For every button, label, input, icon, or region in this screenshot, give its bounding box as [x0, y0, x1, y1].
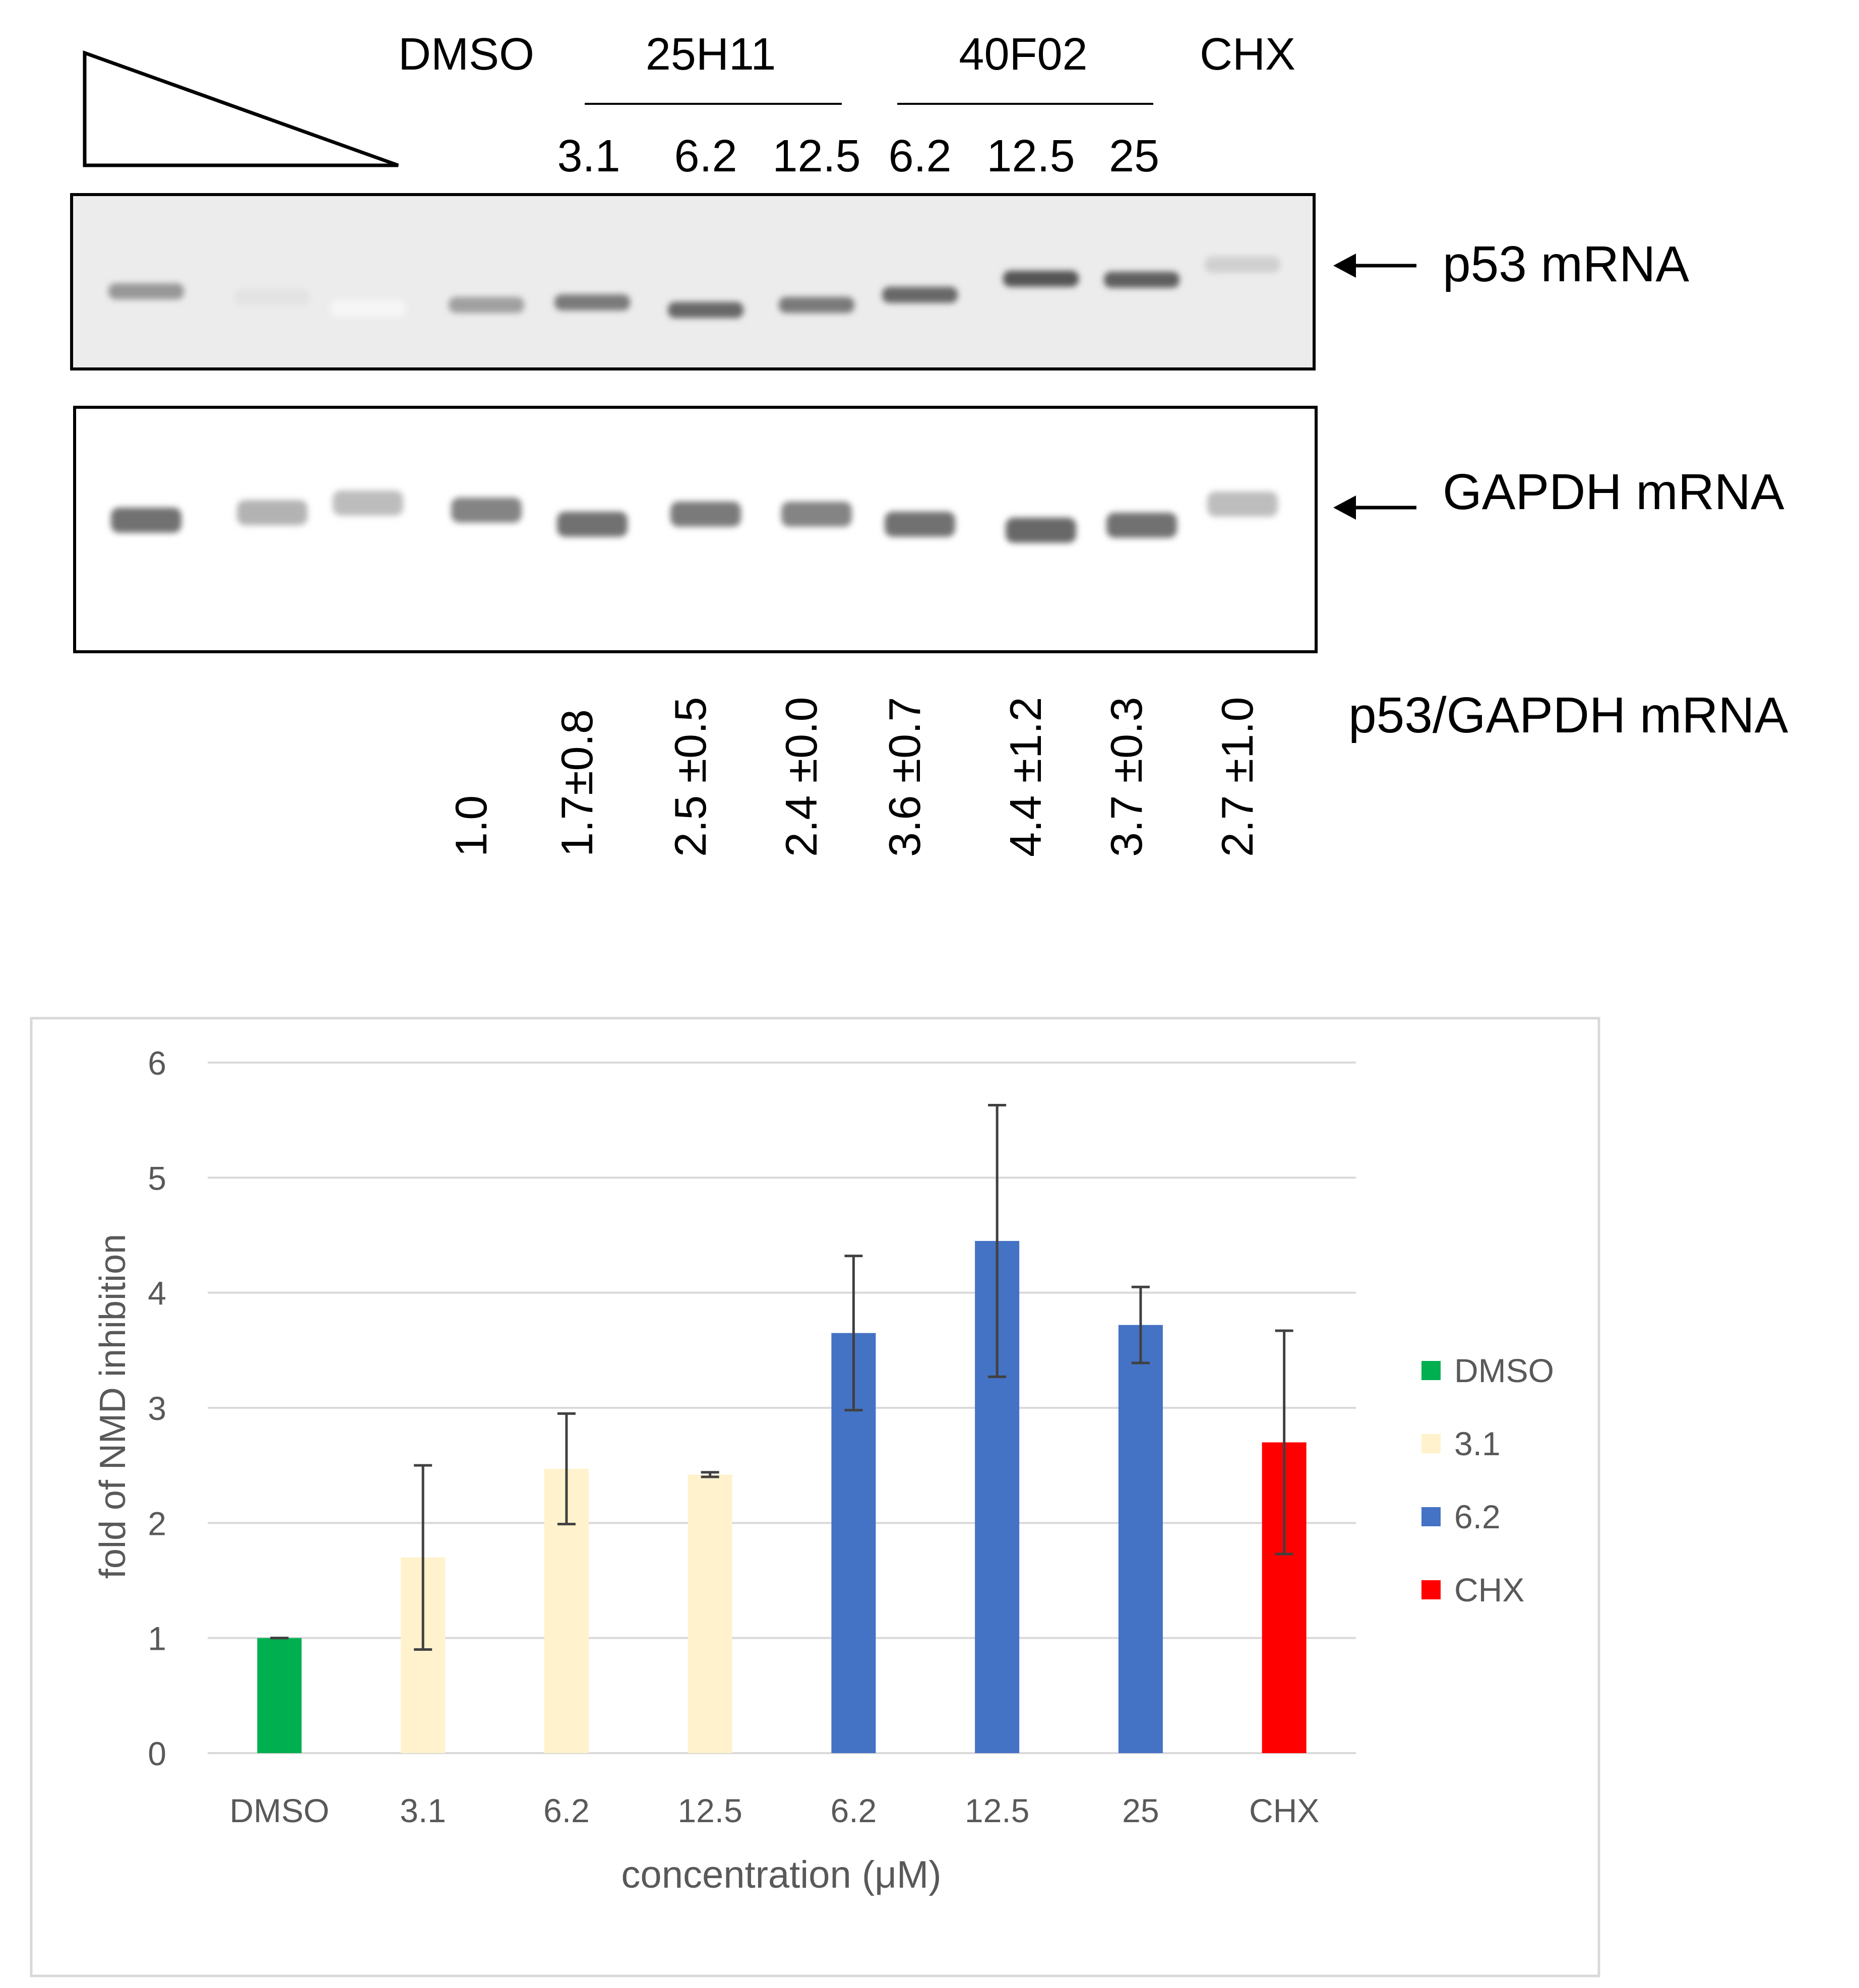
- gapdh-band: [1006, 518, 1076, 543]
- p53-band: [779, 297, 854, 313]
- x-tick-label: 6.2: [831, 1792, 877, 1829]
- legend-swatch: [1421, 1361, 1441, 1380]
- x-tick-label: CHX: [1249, 1792, 1319, 1829]
- gapdh-band: [1207, 491, 1278, 517]
- p53-band: [108, 283, 184, 299]
- conc-label: 6.2: [888, 131, 951, 181]
- gapdh-band: [333, 490, 403, 516]
- x-tick-label: 12.5: [677, 1792, 742, 1829]
- ratio-values: 1.0 1.7±0.8 2.5 ±0.5 2.4 ±0.0 3.6 ±0.7 4.4 ±1…: [446, 697, 1262, 857]
- ratio-value: 3.6 ±0.7: [880, 697, 930, 857]
- bar: [1118, 1325, 1163, 1753]
- y-axis-title: fold of NMD inhibition: [93, 1234, 133, 1579]
- ratio-value: 2.7 ±1.0: [1212, 697, 1262, 857]
- x-tick-label: 12.5: [965, 1792, 1029, 1829]
- legend-label: 3.1: [1454, 1425, 1501, 1462]
- p53-arrow-icon: [1333, 254, 1416, 278]
- y-tick-label: 4: [148, 1275, 166, 1312]
- y-tick-label: 3: [148, 1390, 166, 1427]
- x-tick-label: DMSO: [229, 1792, 329, 1829]
- p53-band: [234, 289, 310, 305]
- gel-panel: DMSO 25H11 40F02 CHX 3.1 6.2 12.5 6.2 12…: [70, 29, 1788, 857]
- gapdh-bands: [111, 490, 1278, 543]
- legend-swatch: [1421, 1507, 1441, 1526]
- legend-swatch: [1421, 1434, 1441, 1453]
- y-tick-label: 6: [148, 1044, 166, 1082]
- ratio-value: 2.4 ±0.0: [776, 697, 826, 857]
- gapdh-arrow-icon: [1333, 495, 1416, 520]
- x-tick-label: 25: [1122, 1792, 1159, 1829]
- y-tick-label: 2: [148, 1505, 166, 1542]
- ratio-value: 1.7±0.8: [552, 709, 602, 857]
- x-axis-title: concentration (μM): [621, 1853, 941, 1896]
- conc-label: 12.5: [986, 131, 1075, 181]
- p53-band: [330, 300, 406, 317]
- bar: [257, 1638, 302, 1753]
- p53-band: [668, 302, 743, 318]
- gapdh-band: [670, 502, 741, 527]
- gapdh-band: [1106, 513, 1177, 538]
- p53-band: [882, 287, 958, 303]
- bar: [688, 1474, 732, 1753]
- group-label-dmso: DMSO: [398, 29, 534, 80]
- chart-frame: [30, 1017, 1600, 1977]
- gapdh-band: [451, 498, 522, 523]
- x-tick-label: 3.1: [400, 1792, 446, 1829]
- gapdh-band: [885, 512, 955, 537]
- ratio-label: p53/GAPDH mRNA: [1348, 687, 1788, 743]
- conc-label: 6.2: [674, 131, 737, 181]
- bar-chart: 0 1 2 3 4 5 6 DMSO 3.1 6.2 12.5 6.2 12.5 25 CHX concent…: [93, 1044, 1554, 1896]
- ratio-value: 1.0: [446, 795, 496, 857]
- gapdh-band: [781, 502, 852, 527]
- conc-label: 3.1: [557, 131, 620, 181]
- conc-label: 12.5: [772, 131, 860, 181]
- y-tick-label: 1: [148, 1620, 166, 1657]
- ratio-value: 3.7 ±0.3: [1101, 697, 1151, 857]
- p53-bands: [108, 257, 1280, 318]
- p53-band: [554, 294, 630, 310]
- ratio-value: 2.5 ±0.5: [665, 697, 715, 857]
- p53-band-label: p53 mRNA: [1443, 236, 1689, 292]
- ratio-value: 4.4 ±1.2: [1001, 697, 1050, 857]
- p53-band: [1104, 272, 1180, 288]
- x-tick-label: 6.2: [543, 1792, 590, 1829]
- legend-label: 6.2: [1454, 1498, 1501, 1535]
- gapdh-band: [557, 512, 628, 537]
- group-label-40f02: 40F02: [959, 29, 1087, 80]
- group-label-chx: CHX: [1200, 29, 1295, 80]
- legend-label: CHX: [1454, 1571, 1524, 1608]
- p53-band: [1205, 257, 1280, 273]
- p53-band: [449, 297, 524, 313]
- legend-label: DMSO: [1454, 1352, 1554, 1389]
- group-label-25h11: 25H11: [646, 29, 776, 80]
- gapdh-band: [237, 500, 307, 525]
- p53-band: [1003, 271, 1079, 287]
- legend-swatch: [1421, 1580, 1441, 1599]
- conc-label: 25: [1109, 131, 1159, 181]
- gapdh-band: [111, 508, 181, 533]
- gapdh-band-label: GAPDH mRNA: [1443, 464, 1784, 520]
- gradient-triangle-icon: [83, 50, 399, 167]
- y-tick-label: 0: [148, 1735, 166, 1772]
- y-tick-label: 5: [148, 1159, 166, 1197]
